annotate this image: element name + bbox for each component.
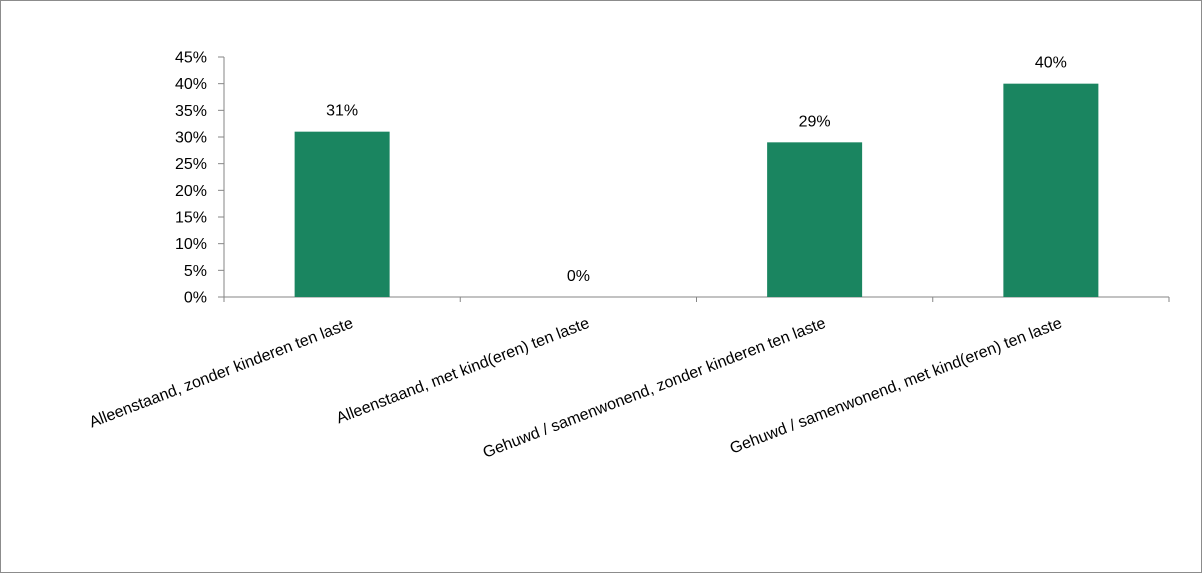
- y-tick-label: 15%: [175, 210, 207, 227]
- data-label: 31%: [326, 103, 358, 120]
- y-tick-label: 5%: [184, 263, 207, 280]
- y-tick-label: 0%: [184, 290, 207, 307]
- y-tick-label: 40%: [175, 76, 207, 93]
- data-label: 29%: [799, 113, 831, 130]
- data-label: 0%: [567, 268, 590, 285]
- category-label: Alleenstaand, met kind(eren) ten laste: [334, 315, 592, 427]
- data-labels: 31% 0% 29% 40%: [326, 55, 1067, 285]
- y-tick-label: 20%: [175, 183, 207, 200]
- data-label: 40%: [1035, 55, 1067, 72]
- y-tick-label: 35%: [175, 103, 207, 120]
- bars: [294, 83, 1099, 298]
- category-label: Alleenstaand, zonder kinderen ten laste: [87, 315, 356, 432]
- y-tick-label: 30%: [175, 130, 207, 147]
- y-axis: 0% 5% 10% 15% 20% 25% 30% 35% 40% 45%: [175, 50, 225, 307]
- bar: [294, 131, 390, 297]
- y-tick-label: 10%: [175, 236, 207, 253]
- category-labels: Alleenstaand, zonder kinderen ten lasteA…: [87, 315, 1064, 462]
- y-tick-label: 45%: [175, 50, 207, 67]
- bar: [1003, 83, 1099, 298]
- y-tick-label: 25%: [175, 156, 207, 173]
- bar: [767, 142, 863, 297]
- x-axis: [223, 296, 1170, 302]
